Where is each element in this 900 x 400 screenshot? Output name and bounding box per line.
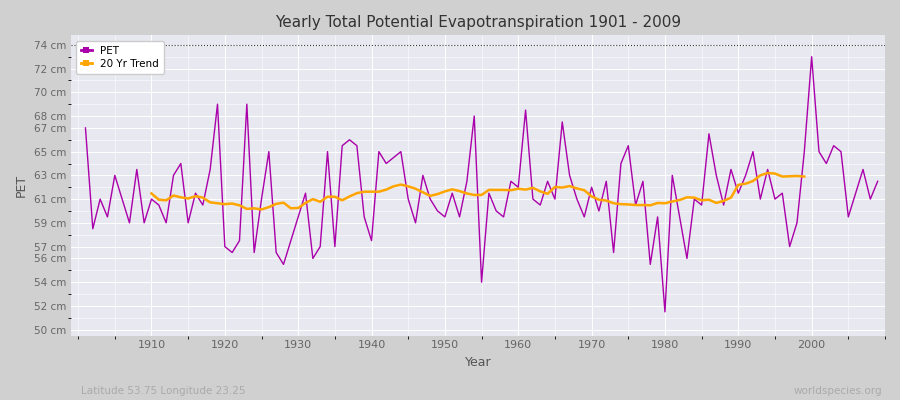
Y-axis label: PET: PET	[15, 174, 28, 197]
Text: Latitude 53.75 Longitude 23.25: Latitude 53.75 Longitude 23.25	[81, 386, 246, 396]
Text: worldspecies.org: worldspecies.org	[794, 386, 882, 396]
Legend: PET, 20 Yr Trend: PET, 20 Yr Trend	[76, 40, 164, 74]
Title: Yearly Total Potential Evapotranspiration 1901 - 2009: Yearly Total Potential Evapotranspiratio…	[274, 15, 681, 30]
X-axis label: Year: Year	[464, 356, 491, 369]
